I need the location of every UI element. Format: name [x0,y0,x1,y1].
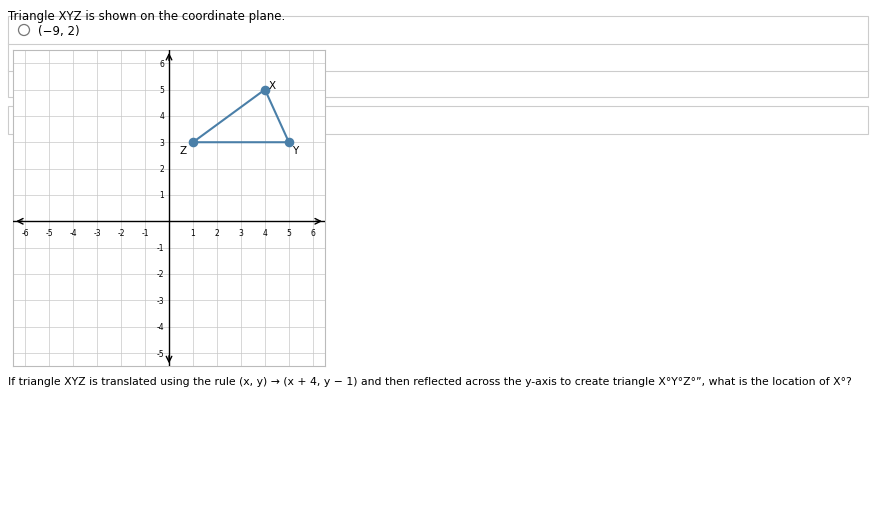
Bar [8,44,867,72]
Bar [8,70,867,98]
Text: 6: 6 [159,60,164,69]
Text: (−5, 2): (−5, 2) [38,77,80,90]
Text: Z: Z [180,146,187,155]
Text: 6: 6 [310,229,315,237]
Text: If triangle XYZ is translated using the rule (x, y) → (x + 4, y − 1) and then re: If triangle XYZ is translated using the … [8,376,851,386]
Text: 4: 4 [159,112,164,121]
Text: -5: -5 [46,229,53,237]
Text: 2: 2 [160,165,164,174]
Text: 1: 1 [160,191,164,200]
Point [186,139,200,147]
Text: Y: Y [292,146,298,155]
Text: -3: -3 [93,229,101,237]
Text: (−8, 4): (−8, 4) [38,51,80,64]
Point [282,139,296,147]
Text: X: X [268,81,275,91]
Text: 5: 5 [286,229,291,237]
Text: -6: -6 [21,229,29,237]
Text: -4: -4 [69,229,77,237]
Bar [8,107,867,135]
Text: -2: -2 [118,229,125,237]
Text: 2: 2 [214,229,219,237]
Text: 3: 3 [239,229,243,237]
Text: 4: 4 [262,229,267,237]
Text: (8, 4): (8, 4) [38,115,69,127]
Text: -2: -2 [156,270,164,279]
Text: -4: -4 [156,323,164,331]
Text: 5: 5 [159,86,164,95]
Text: -3: -3 [156,296,164,305]
Text: -1: -1 [156,244,164,252]
Bar [8,17,867,45]
Text: -1: -1 [141,229,148,237]
Text: Triangle XYZ is shown on the coordinate plane.: Triangle XYZ is shown on the coordinate … [8,10,285,23]
Text: 1: 1 [190,229,196,237]
Point [258,86,272,95]
Text: (−9, 2): (−9, 2) [38,24,80,38]
Text: -5: -5 [156,349,164,358]
Text: 3: 3 [159,138,164,148]
